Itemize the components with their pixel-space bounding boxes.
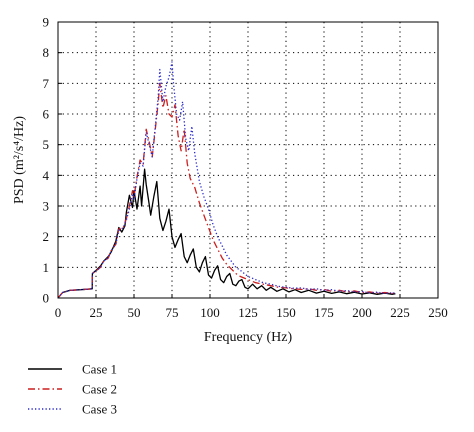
series-line-case-2 <box>57 82 396 299</box>
series-line-case-1 <box>57 168 396 299</box>
x-axis-ticks: 0 25 50 75 100 125 150 175 200 225 250 <box>55 294 448 320</box>
x-tick-label: 175 <box>314 305 334 320</box>
y-axis-title: PSD (m²/s⁴/Hz) <box>12 116 27 204</box>
legend-label-case-3: Case 3 <box>82 402 117 417</box>
x-tick-label: 75 <box>166 305 179 320</box>
y-tick-label: 5 <box>43 137 50 152</box>
x-tick-label: 150 <box>276 305 296 320</box>
legend: Case 1 Case 2 Case 3 <box>28 362 117 417</box>
legend-label-case-2: Case 2 <box>82 382 117 397</box>
y-tick-label: 0 <box>43 291 50 306</box>
y-tick-label: 7 <box>43 76 50 91</box>
legend-label-case-1: Case 1 <box>82 362 117 377</box>
series-lines <box>57 61 396 299</box>
plot-frame <box>57 21 439 299</box>
x-tick-label: 100 <box>200 305 220 320</box>
y-tick-label: 8 <box>43 45 50 60</box>
x-tick-label: 250 <box>428 305 448 320</box>
x-tick-label: 125 <box>238 305 258 320</box>
y-tick-label: 2 <box>43 229 50 244</box>
x-tick-label: 0 <box>55 305 62 320</box>
series-line-case-3 <box>57 61 396 299</box>
y-tick-label: 3 <box>43 199 50 214</box>
y-tick-label: 1 <box>43 260 50 275</box>
x-tick-label: 25 <box>90 305 103 320</box>
y-tick-label: 4 <box>43 168 50 183</box>
y-tick-label: 6 <box>43 107 50 122</box>
grid <box>58 22 438 298</box>
x-tick-label: 200 <box>352 305 372 320</box>
y-tick-label: 9 <box>43 15 50 30</box>
x-axis-title: Frequency (Hz) <box>204 330 293 345</box>
y-axis-ticks: 0 1 2 3 4 5 6 7 8 9 <box>43 15 62 306</box>
x-tick-label: 225 <box>390 305 410 320</box>
x-tick-label: 50 <box>128 305 141 320</box>
